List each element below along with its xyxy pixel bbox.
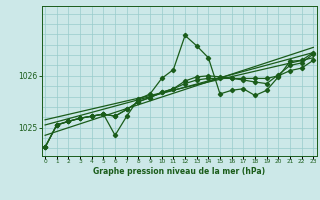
X-axis label: Graphe pression niveau de la mer (hPa): Graphe pression niveau de la mer (hPa) [93,167,265,176]
